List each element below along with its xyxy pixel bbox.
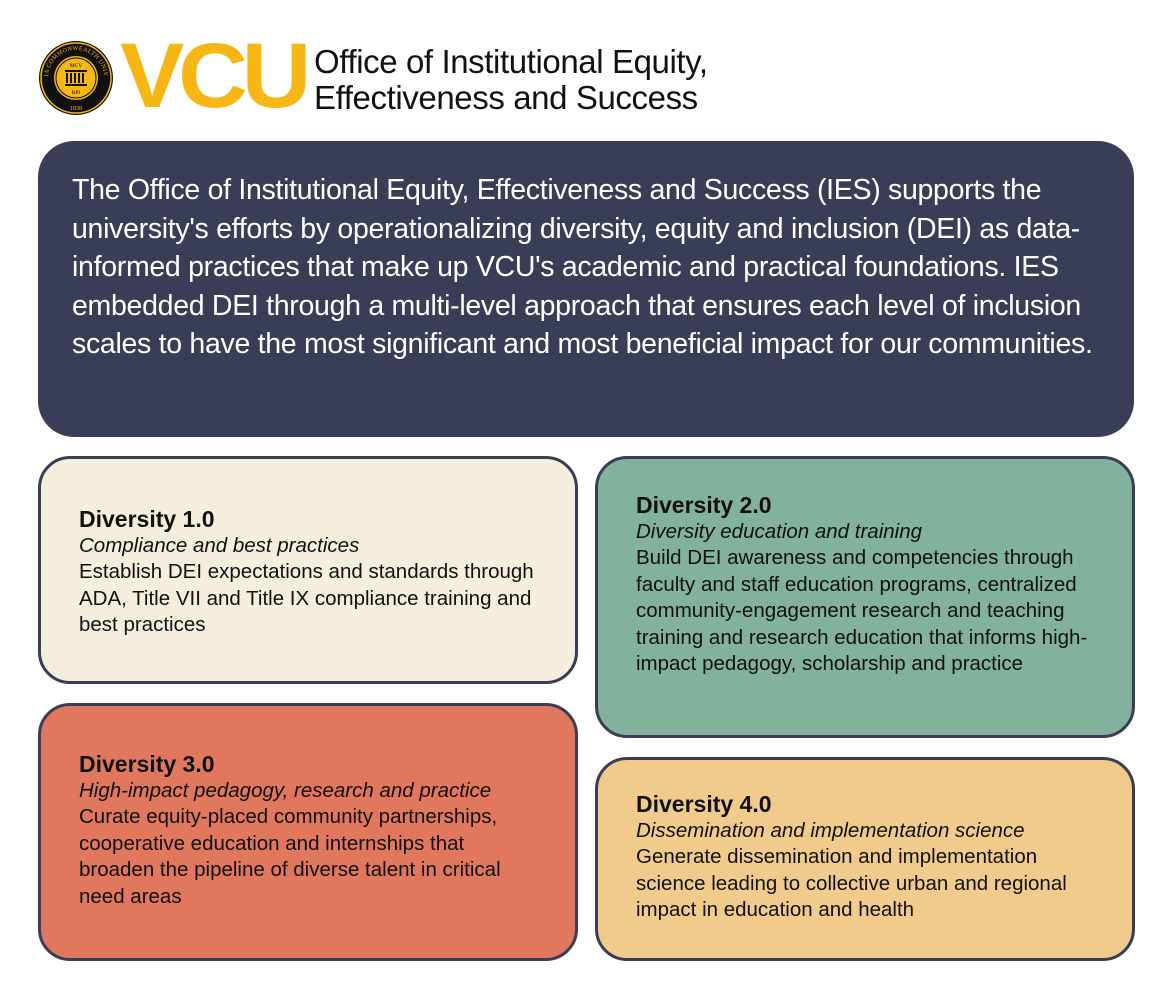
diversity-1-subtitle: Compliance and best practices — [79, 534, 360, 557]
diversity-2-title: Diversity 2.0 — [636, 492, 772, 518]
diversity-2-card: Diversity 2.0 Diversity education and tr… — [595, 456, 1135, 738]
diversity-3-subtitle: High-impact pedagogy, research and pract… — [79, 779, 492, 802]
intro-text: The Office of Institutional Equity, Effe… — [72, 174, 1093, 360]
diversity-4-title: Diversity 4.0 — [636, 791, 772, 817]
intro-panel: The Office of Institutional Equity, Effe… — [38, 141, 1134, 437]
office-title-line2: Effectiveness and Success — [314, 79, 698, 116]
diversity-2-subtitle: Diversity education and training — [636, 520, 923, 543]
diversity-3-card: Diversity 3.0 High-impact pedagogy, rese… — [38, 703, 578, 961]
diversity-3-title: Diversity 3.0 — [79, 751, 215, 777]
diversity-1-description: Establish DEI expectations and standards… — [79, 560, 534, 636]
vcu-logo-wordmark: VCU — [120, 25, 311, 127]
diversity-4-description: Generate dissemination and implementatio… — [636, 845, 1067, 921]
vcu-seal-icon: VIRGINIA COMMONWEALTH UNIVERSITY 1838 MC… — [38, 40, 113, 115]
diversity-3-description: Curate equity-placed community partnersh… — [79, 805, 501, 908]
office-title: Office of Institutional Equity, Effectiv… — [314, 44, 774, 116]
diversity-1-title: Diversity 1.0 — [79, 506, 215, 532]
svg-text:RPI: RPI — [72, 90, 81, 96]
diversity-2-description: Build DEI awareness and competencies thr… — [636, 546, 1088, 675]
office-title-line1: Office of Institutional Equity, — [314, 43, 708, 80]
svg-text:MCV: MCV — [70, 63, 83, 69]
svg-text:1838: 1838 — [70, 106, 82, 112]
diversity-4-card: Diversity 4.0 Dissemination and implemen… — [595, 757, 1135, 961]
diversity-4-subtitle: Dissemination and implementation science — [636, 819, 1025, 842]
diversity-1-card: Diversity 1.0 Compliance and best practi… — [38, 456, 578, 684]
